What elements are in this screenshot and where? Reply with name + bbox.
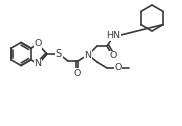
Text: O: O xyxy=(73,69,81,77)
Text: S: S xyxy=(56,49,62,59)
Text: O: O xyxy=(34,39,42,49)
Text: N: N xyxy=(35,59,41,69)
Text: HN: HN xyxy=(106,32,120,40)
Text: N: N xyxy=(84,51,92,59)
Text: O: O xyxy=(114,64,122,72)
Text: O: O xyxy=(109,52,117,60)
